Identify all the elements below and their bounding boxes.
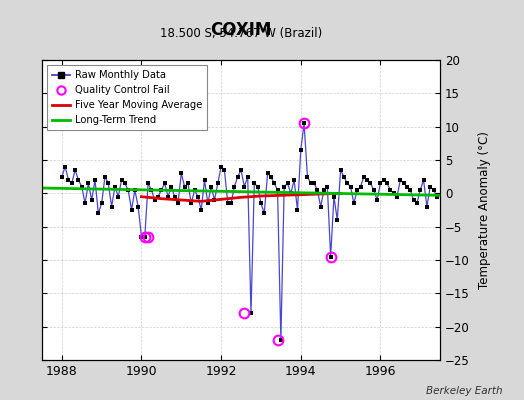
Legend: Raw Monthly Data, Quality Control Fail, Five Year Moving Average, Long-Term Tren: Raw Monthly Data, Quality Control Fail, … bbox=[47, 65, 208, 130]
Raw Monthly Data bbox=[351, 201, 357, 206]
Five Year Moving Average bbox=[258, 194, 264, 198]
Raw Monthly Data bbox=[102, 174, 108, 179]
Quality Control Fail bbox=[145, 234, 151, 239]
Five Year Moving Average bbox=[138, 194, 145, 199]
Five Year Moving Average bbox=[278, 193, 284, 198]
Raw Monthly Data bbox=[308, 181, 314, 186]
Line: Quality Control Fail: Quality Control Fail bbox=[140, 118, 335, 345]
Quality Control Fail bbox=[241, 311, 247, 316]
Quality Control Fail bbox=[275, 338, 281, 342]
Raw Monthly Data bbox=[59, 174, 65, 179]
Five Year Moving Average bbox=[318, 192, 324, 196]
Raw Monthly Data bbox=[434, 194, 440, 199]
Five Year Moving Average bbox=[238, 195, 244, 200]
Five Year Moving Average bbox=[298, 192, 304, 197]
Raw Monthly Data bbox=[161, 181, 168, 186]
Title: COXIM: COXIM bbox=[210, 21, 272, 39]
Line: Five Year Moving Average: Five Year Moving Average bbox=[141, 193, 341, 201]
Five Year Moving Average bbox=[158, 196, 165, 201]
Text: Berkeley Earth: Berkeley Earth bbox=[427, 386, 503, 396]
Raw Monthly Data bbox=[205, 201, 211, 206]
Raw Monthly Data bbox=[278, 338, 284, 342]
Five Year Moving Average bbox=[337, 191, 344, 196]
Y-axis label: Temperature Anomaly (°C): Temperature Anomaly (°C) bbox=[478, 131, 491, 289]
Quality Control Fail bbox=[141, 234, 148, 239]
Quality Control Fail bbox=[301, 121, 307, 126]
Five Year Moving Average bbox=[198, 199, 204, 204]
Five Year Moving Average bbox=[178, 198, 184, 202]
Five Year Moving Average bbox=[218, 197, 224, 202]
Quality Control Fail bbox=[328, 254, 334, 259]
Text: 18.500 S, 54.767 W (Brazil): 18.500 S, 54.767 W (Brazil) bbox=[160, 28, 322, 40]
Raw Monthly Data bbox=[165, 194, 171, 199]
Line: Raw Monthly Data: Raw Monthly Data bbox=[62, 123, 437, 340]
Raw Monthly Data bbox=[301, 121, 307, 126]
